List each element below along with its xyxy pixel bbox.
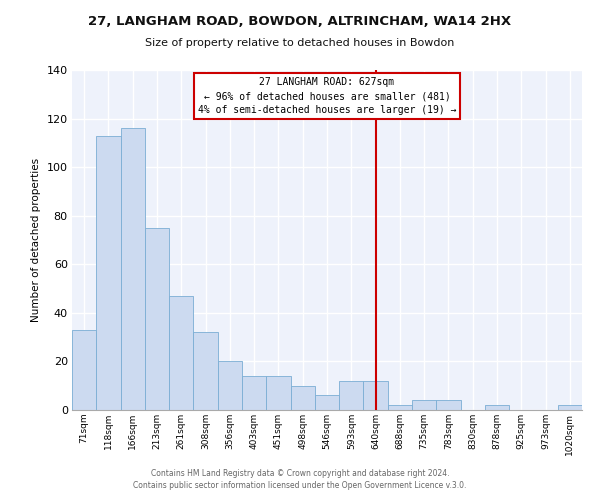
Bar: [485, 405, 509, 410]
Bar: [364, 381, 388, 410]
Bar: [96, 136, 121, 410]
Bar: [145, 228, 169, 410]
Bar: [266, 376, 290, 410]
Bar: [315, 396, 339, 410]
Y-axis label: Number of detached properties: Number of detached properties: [31, 158, 41, 322]
Bar: [436, 400, 461, 410]
Bar: [218, 362, 242, 410]
Bar: [388, 405, 412, 410]
Text: Size of property relative to detached houses in Bowdon: Size of property relative to detached ho…: [145, 38, 455, 48]
Bar: [412, 400, 436, 410]
Text: Contains HM Land Registry data © Crown copyright and database right 2024.: Contains HM Land Registry data © Crown c…: [151, 468, 449, 477]
Text: Contains public sector information licensed under the Open Government Licence v.: Contains public sector information licen…: [133, 481, 467, 490]
Bar: [121, 128, 145, 410]
Bar: [558, 405, 582, 410]
Bar: [290, 386, 315, 410]
Bar: [242, 376, 266, 410]
Bar: [72, 330, 96, 410]
Text: 27 LANGHAM ROAD: 627sqm
← 96% of detached houses are smaller (481)
4% of semi-de: 27 LANGHAM ROAD: 627sqm ← 96% of detache…: [198, 78, 456, 116]
Text: 27, LANGHAM ROAD, BOWDON, ALTRINCHAM, WA14 2HX: 27, LANGHAM ROAD, BOWDON, ALTRINCHAM, WA…: [88, 15, 512, 28]
Bar: [339, 381, 364, 410]
Bar: [193, 332, 218, 410]
Bar: [169, 296, 193, 410]
